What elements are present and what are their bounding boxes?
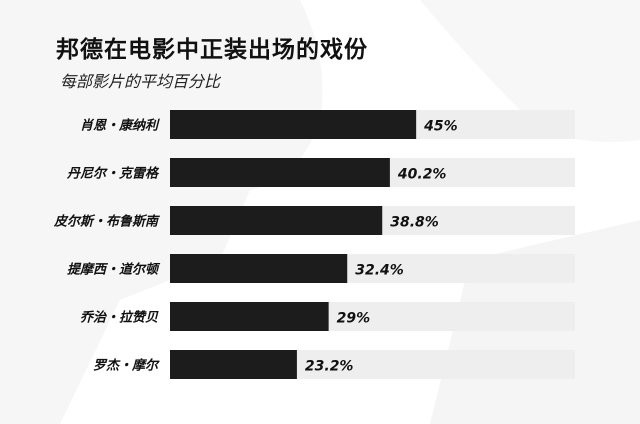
- chart-title: 邦德在电影中正装出场的戏份: [56, 37, 368, 63]
- category-label: 皮尔斯・布鲁斯南: [53, 214, 160, 230]
- chart-subtitle: 每部影片的平均百分比: [60, 72, 221, 91]
- value-label: 29%: [337, 311, 371, 327]
- category-label: 提摩西・道尔顿: [67, 262, 161, 278]
- value-label: 32.4%: [355, 263, 404, 279]
- category-label: 丹尼尔・克雷格: [66, 166, 160, 182]
- value-label: 45%: [423, 119, 458, 135]
- category-label: 乔治・拉赞贝: [80, 310, 159, 326]
- value-label: 23.2%: [305, 359, 354, 375]
- bar: [170, 302, 329, 331]
- category-label: 肖恩・康纳利: [80, 118, 160, 134]
- bar: [170, 110, 417, 139]
- bar: [170, 254, 348, 283]
- value-label: 40.2%: [397, 167, 447, 183]
- category-label: 罗杰・摩尔: [93, 358, 160, 374]
- bar: [170, 350, 297, 379]
- bar: [170, 206, 383, 235]
- background-figure-shape: [0, 0, 323, 424]
- background-figure-shape: [420, 0, 640, 142]
- value-label: 38.8%: [390, 215, 439, 231]
- bar: [170, 158, 390, 187]
